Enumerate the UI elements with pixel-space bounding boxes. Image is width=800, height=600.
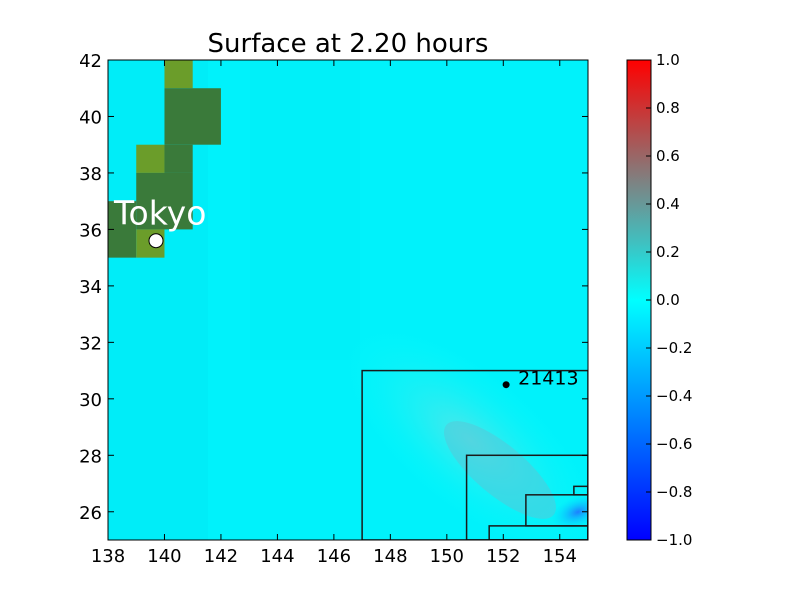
x-tick-label: 152 [486,546,520,567]
colorbar-tick-label: −0.6 [656,435,692,453]
y-tick-label: 26 [79,503,102,524]
colorbar-tick-label: −0.4 [656,387,692,405]
land-cell [164,144,193,173]
x-tick-label: 138 [91,546,125,567]
gauge-marker [502,381,510,389]
colorbar-tick-label: 0.8 [656,99,680,117]
y-tick-label: 38 [79,164,102,185]
x-tick-label: 140 [147,546,181,567]
y-tick-label: 36 [79,220,102,241]
y-tick-label: 28 [79,446,102,467]
colorbar-tick-label: 0.6 [656,147,680,165]
x-tick-label: 142 [204,546,238,567]
colorbar-tick-label: −0.2 [656,339,692,357]
x-tick-label: 144 [260,546,294,567]
colorbar-tick-label: 0.2 [656,243,680,261]
y-tick-label: 40 [79,107,102,128]
land-cell [164,60,193,89]
colorbar-tick-label: −0.8 [656,483,692,501]
y-tick-label: 30 [79,390,102,411]
plot-frame [107,59,589,541]
colorbar-tick-label: −1.0 [656,531,692,549]
wave-trough [551,494,588,530]
land-cell [164,88,221,145]
land-cell [136,172,193,230]
colorbar-tick-label: 0.4 [656,195,680,213]
ocean-texture-band [250,60,360,360]
colorbar-tick-label: 1.0 [656,51,680,69]
plot-area [108,60,588,540]
city-label: Tokyo [113,194,206,233]
x-tick-label: 148 [373,546,407,567]
y-tick-label: 32 [79,333,102,354]
chart-title: Surface at 2.20 hours [208,29,489,59]
city-marker [148,233,164,249]
y-tick-label: 42 [79,51,102,72]
x-tick-label: 146 [317,546,351,567]
gauge-label: 21413 [518,368,578,390]
land-cell [136,144,165,173]
colorbar-tick-label: 0.0 [656,291,680,309]
x-tick-label: 154 [543,546,577,567]
y-tick-label: 34 [79,277,102,298]
x-tick-label: 150 [430,546,464,567]
